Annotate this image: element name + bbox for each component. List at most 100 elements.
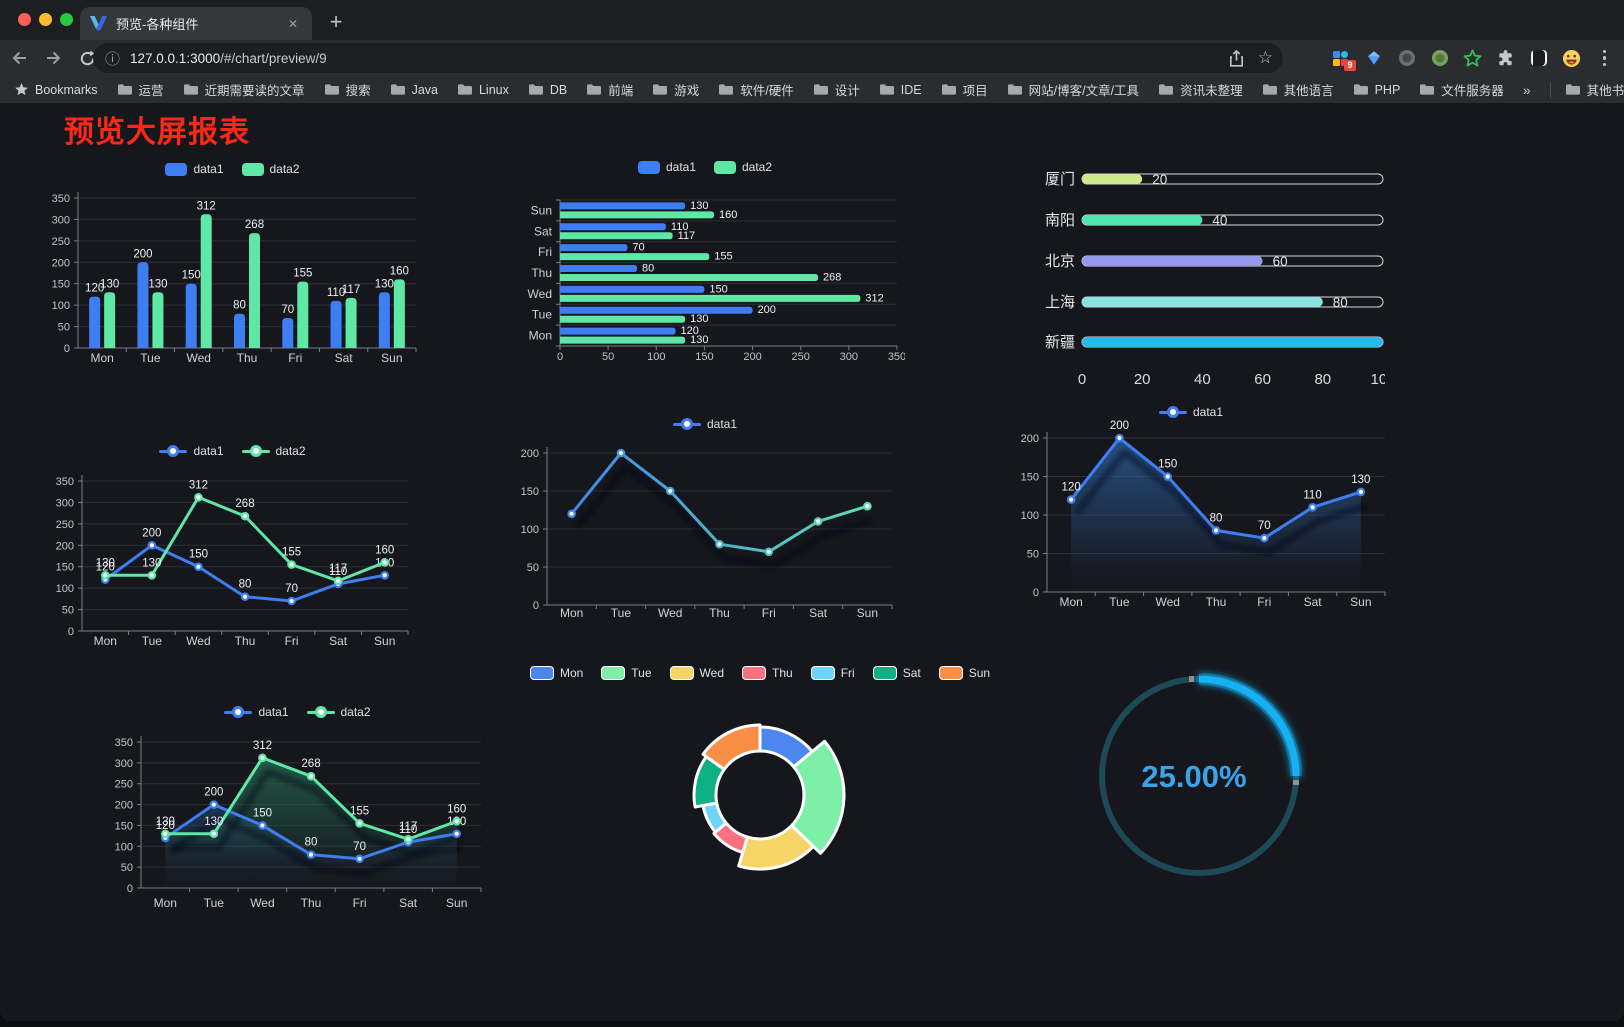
- legend-item-Fri[interactable]: Fri: [810, 666, 855, 680]
- legend-item-Tue[interactable]: Tue: [601, 666, 652, 680]
- back-button[interactable]: [4, 43, 34, 73]
- minimize-window-button[interactable]: [39, 13, 52, 26]
- bookmark-item[interactable]: IDE: [879, 83, 922, 97]
- legend-item-data2[interactable]: data2: [306, 705, 371, 719]
- other-bookmarks-folder[interactable]: 其他书签: [1565, 80, 1624, 99]
- svg-text:120: 120: [1062, 482, 1081, 494]
- bookmark-item[interactable]: 前端: [586, 80, 633, 99]
- legend-label: data2: [742, 160, 773, 174]
- svg-text:200: 200: [1110, 420, 1129, 432]
- bookmark-item[interactable]: Linux: [457, 83, 509, 97]
- legend-item-data1[interactable]: data1: [165, 162, 224, 176]
- chart-area-line[interactable]: 0 50 100 150 200 Mon Tue Wed Thu Fri Sat Sun 120 200 1…: [985, 385, 1397, 625]
- svg-text:100: 100: [647, 351, 665, 363]
- browser-tab[interactable]: 预览-各种组件 ✕: [80, 7, 312, 40]
- legend-item-data2[interactable]: data2: [241, 444, 306, 458]
- extension-proxy-icon[interactable]: 9: [1331, 48, 1356, 71]
- bookmark-item[interactable]: 软件/硬件: [718, 80, 794, 99]
- chart-grouped-bar[interactable]: 0 50 100 150 200 250 300 350 Mon Tue Wed Thu Fri Sat S…: [40, 148, 425, 376]
- svg-text:80: 80: [642, 263, 654, 275]
- svg-text:200: 200: [142, 527, 161, 539]
- legend-item-data1[interactable]: data1: [1158, 405, 1223, 419]
- svg-text:110: 110: [327, 287, 345, 299]
- new-tab-button[interactable]: +: [329, 9, 343, 34]
- extension-darkmode-icon[interactable]: [1529, 48, 1549, 68]
- svg-text:0: 0: [533, 600, 539, 612]
- svg-text:200: 200: [115, 800, 133, 812]
- legend-item-data2[interactable]: data2: [714, 160, 772, 174]
- bookmarks-manager[interactable]: Bookmarks: [14, 82, 98, 97]
- svg-text:117: 117: [342, 284, 360, 296]
- chart-rose-pie[interactable]: Mon Tue Wed Thu Fri Sat Sun: [529, 652, 990, 914]
- bookmark-item[interactable]: PHP: [1353, 83, 1400, 97]
- svg-text:200: 200: [204, 787, 223, 799]
- legend-item-data1[interactable]: data1: [224, 705, 289, 719]
- svg-text:155: 155: [714, 251, 732, 263]
- legend-marker: [938, 666, 963, 680]
- legend-item-Sat[interactable]: Sat: [872, 666, 921, 680]
- legend-item-Mon[interactable]: Mon: [529, 666, 583, 680]
- bookmark-item[interactable]: 网站/博客/文章/工具: [1007, 80, 1139, 99]
- bookmark-item[interactable]: Java: [390, 83, 438, 97]
- bookmark-label: 项目: [962, 84, 988, 98]
- extension-dark-circle-icon[interactable]: [1397, 48, 1417, 68]
- svg-text:155: 155: [293, 268, 312, 280]
- chart-legend: data1: [505, 417, 905, 431]
- svg-text:Fri: Fri: [288, 351, 302, 365]
- browser-menu-button[interactable]: [1597, 49, 1613, 67]
- svg-text:Sun: Sun: [374, 634, 395, 648]
- svg-text:312: 312: [865, 292, 883, 304]
- chart-two-line[interactable]: 0 50 100 150 200 250 300 350 Mon Tue Wed Thu Fri Sat S…: [40, 425, 425, 665]
- bookmark-item[interactable]: 运营: [117, 80, 164, 99]
- legend-item-data1[interactable]: data1: [672, 417, 737, 431]
- chart-capsule[interactable]: 厦门20南阳40北京60上海80新疆100020406080100: [985, 148, 1385, 398]
- chart-gradient-line[interactable]: 0 50 100 150 200 Mon Tue Wed Thu Fri Sat Sun data1: [505, 385, 905, 630]
- folder-icon: [324, 84, 339, 95]
- legend-item-data1[interactable]: data1: [637, 160, 696, 174]
- folder-icon: [528, 84, 543, 95]
- legend-item-data1[interactable]: data1: [159, 444, 224, 458]
- close-window-button[interactable]: [18, 13, 31, 26]
- bookmark-item[interactable]: 设计: [813, 80, 860, 99]
- chart-gauge[interactable]: 25.00%: [1090, 665, 1310, 891]
- reload-button[interactable]: [72, 43, 102, 73]
- tab-close-icon[interactable]: ✕: [287, 16, 298, 31]
- chart-horizontal-bar[interactable]: 0 50 100 150 200 250 300 350 Sun 130 160 Sat 110 117 F…: [505, 148, 905, 376]
- forward-button[interactable]: [38, 43, 68, 73]
- bookmarks-overflow-chevron[interactable]: »: [1522, 81, 1531, 98]
- bookmark-item[interactable]: 其他语言: [1262, 80, 1334, 99]
- bookmark-item[interactable]: 搜索: [324, 80, 371, 99]
- bookmark-star-icon[interactable]: ☆: [1257, 48, 1273, 67]
- maximize-window-button[interactable]: [60, 13, 73, 26]
- legend-item-data2[interactable]: data2: [241, 162, 300, 176]
- address-bar[interactable]: ⓘ 127.0.0.1:3000 /#/chart/preview/9 ☆: [93, 43, 1283, 73]
- site-info-icon[interactable]: ⓘ: [105, 50, 121, 68]
- legend-item-Thu[interactable]: Thu: [742, 666, 793, 680]
- url-path: /#/chart/preview/9: [220, 50, 327, 66]
- legend-item-Wed[interactable]: Wed: [669, 666, 724, 680]
- dark-light-split-icon: [1530, 50, 1547, 66]
- share-icon[interactable]: [1229, 49, 1244, 67]
- bookmark-item[interactable]: 项目: [941, 80, 988, 99]
- legend-item-Sun[interactable]: Sun: [938, 666, 990, 680]
- svg-text:350: 350: [52, 193, 70, 205]
- svg-text:130: 130: [148, 278, 167, 290]
- chart-two-line-area[interactable]: 0 50 100 150 200 250 300 350 Mon Tue Wed Thu Fri Sat S…: [100, 675, 495, 920]
- svg-text:Sat: Sat: [534, 224, 553, 238]
- extensions-puzzle-icon[interactable]: [1496, 48, 1516, 68]
- svg-text:150: 150: [182, 270, 201, 282]
- svg-text:Sun: Sun: [531, 203, 552, 217]
- tab-title: 预览-各种组件: [116, 17, 199, 32]
- bookmark-label: 搜索: [345, 84, 371, 98]
- extension-gem-icon[interactable]: [1364, 48, 1384, 68]
- bookmark-item[interactable]: 资讯未整理: [1158, 80, 1243, 99]
- extension-green-star-icon[interactable]: [1463, 48, 1483, 68]
- bookmark-item[interactable]: 文件服务器: [1419, 80, 1504, 99]
- extension-emoji-icon[interactable]: [1562, 48, 1582, 68]
- bookmark-item[interactable]: DB: [528, 83, 567, 97]
- bookmark-item[interactable]: 近期需要读的文章: [183, 80, 305, 99]
- legend-label: Tue: [631, 666, 652, 680]
- svg-text:50: 50: [62, 605, 74, 617]
- bookmark-item[interactable]: 游戏: [652, 80, 699, 99]
- extension-green-circle-icon[interactable]: [1430, 48, 1450, 68]
